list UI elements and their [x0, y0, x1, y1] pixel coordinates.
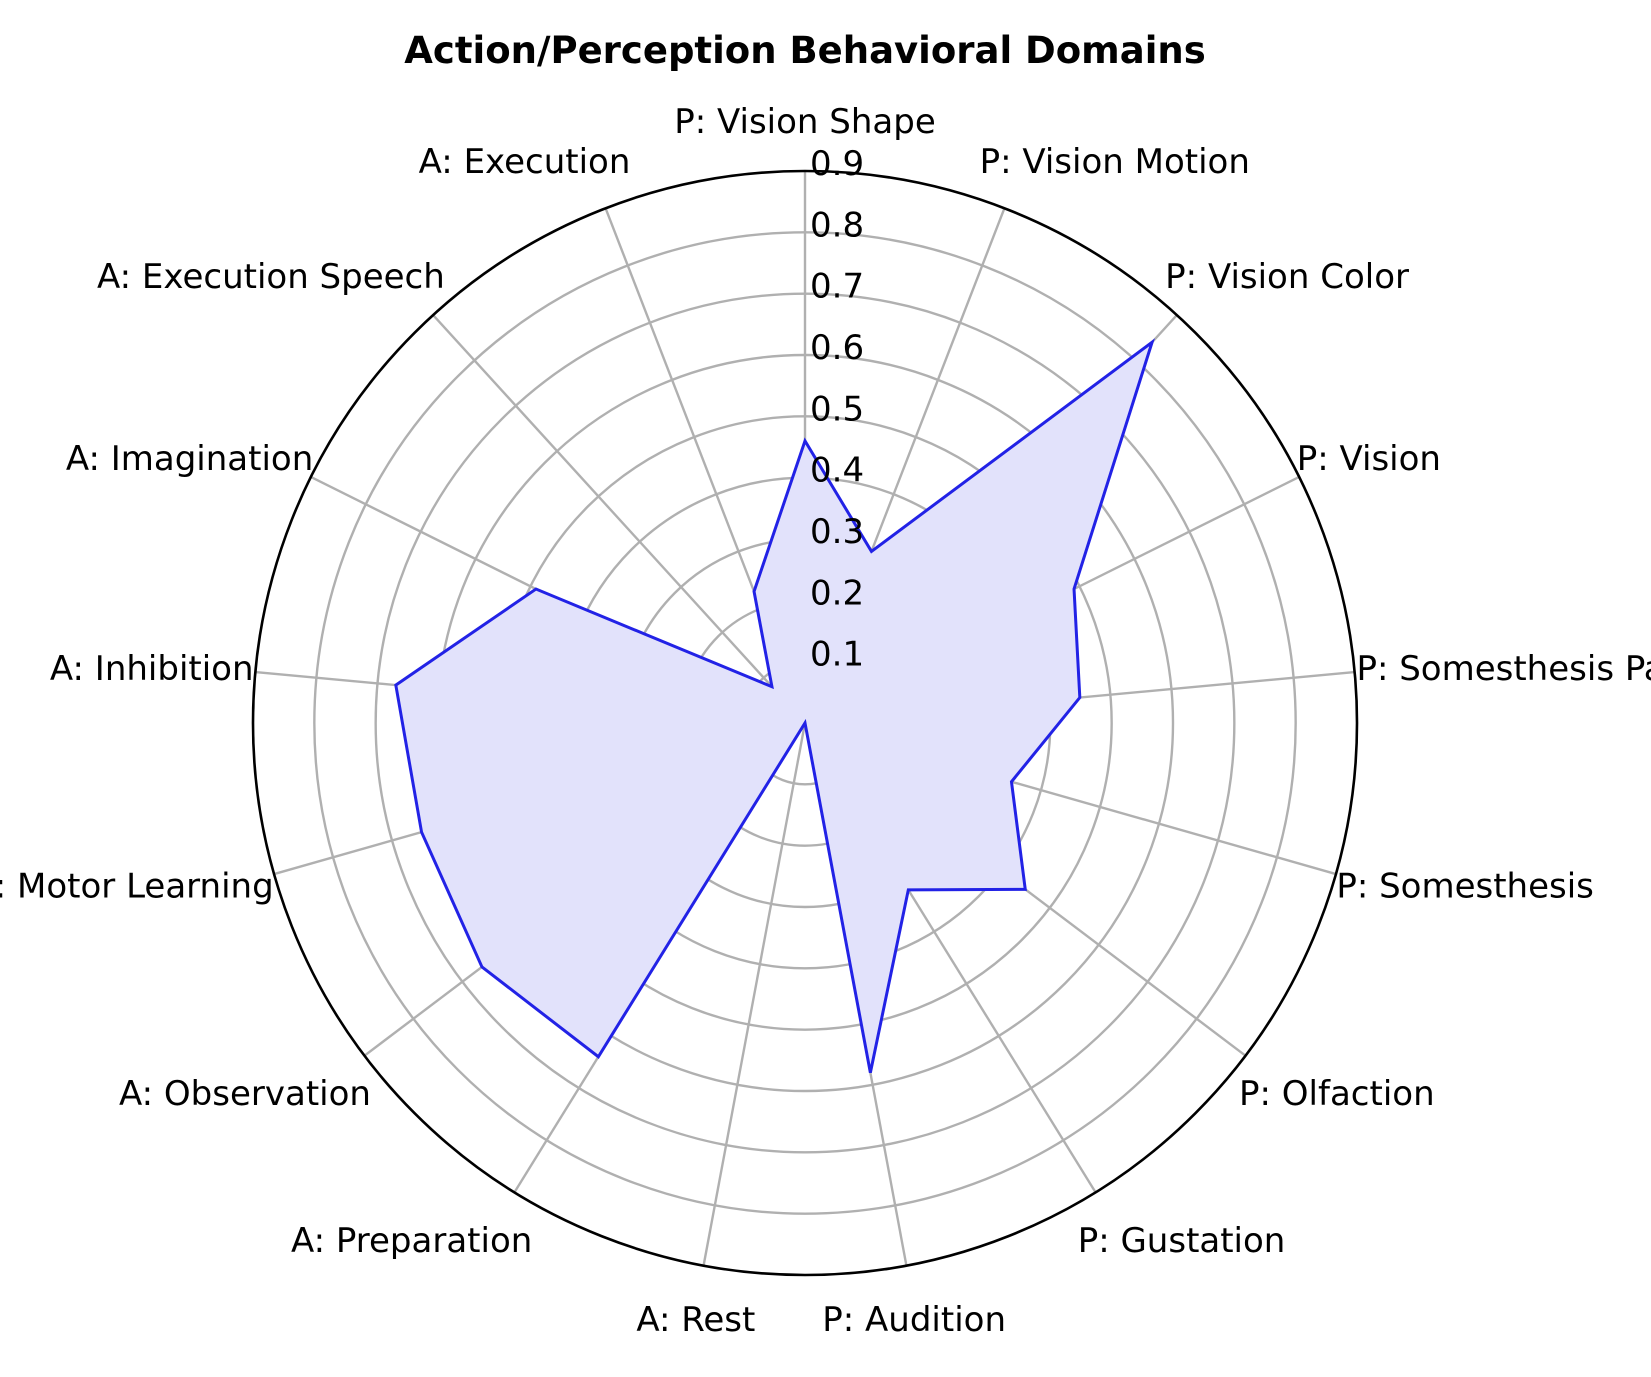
data-layer — [394, 338, 1155, 1073]
r-tick-label: 0.4 — [810, 451, 864, 491]
r-tick-label: 0.5 — [810, 389, 864, 429]
category-label: P: Vision Color — [1165, 257, 1409, 297]
category-label: A: Execution — [419, 142, 631, 182]
grid-spoke — [432, 314, 806, 724]
category-label: A: Rest — [636, 1300, 755, 1340]
category-label: A: Observation — [119, 1074, 371, 1114]
outer-ring — [251, 169, 1359, 1277]
r-tick-label: 0.7 — [810, 267, 864, 307]
series-area — [394, 338, 1155, 1073]
category-label: P: Somesthesis Pain — [1356, 649, 1651, 689]
r-tick-label: 0.8 — [810, 205, 864, 245]
category-label: P: Vision — [1297, 439, 1441, 479]
category-label: P: Vision Motion — [980, 142, 1250, 182]
category-label: A: Inhibition — [50, 649, 254, 689]
category-label: P: Audition — [822, 1300, 1006, 1340]
r-tick-label: 0.1 — [810, 635, 864, 675]
category-label: A: Execution Speech — [97, 257, 445, 297]
category-label: P: Vision Shape — [674, 102, 936, 142]
r-tick-label: 0.3 — [810, 512, 864, 552]
category-label: A: Preparation — [291, 1221, 532, 1261]
category-label: P: Olfaction — [1239, 1074, 1435, 1114]
r-tick-label: 0.2 — [810, 573, 864, 613]
grid-spoke — [702, 722, 807, 1266]
r-tick-label: 0.9 — [810, 144, 864, 184]
label-layer: P: Vision Shape P: Vision Motion P: Vision… — [0, 102, 1651, 1340]
chart-title: Action/Perception Behavioral Domains — [404, 29, 1206, 72]
tick-layer: 0.1 0.2 0.3 0.4 0.5 0.6 0.7 0.8 0.9 — [810, 144, 864, 675]
category-label: P: Gustation — [1078, 1221, 1286, 1261]
r-tick-label: 0.6 — [810, 328, 864, 368]
category-label: P: Somesthesis — [1336, 867, 1594, 907]
category-label: A: Imagination — [66, 439, 313, 479]
category-label: A: Motor Learning — [0, 867, 274, 907]
